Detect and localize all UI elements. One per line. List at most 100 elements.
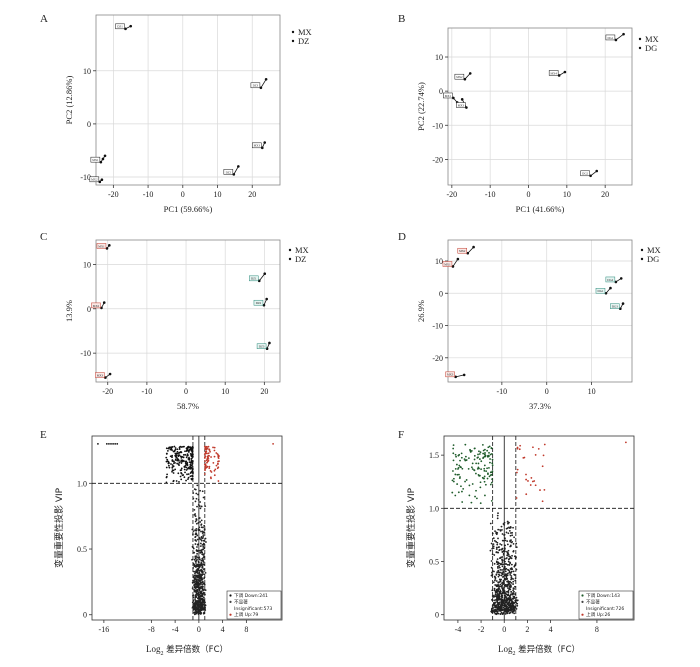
volcano-point [507, 610, 510, 613]
volcano-point [482, 449, 485, 452]
volcano-point [497, 512, 499, 515]
data-point [619, 307, 622, 311]
volcano-point [513, 587, 515, 590]
data-point [614, 38, 618, 42]
volcano-point [512, 580, 515, 583]
volcano-point [496, 571, 499, 574]
volcano-point [512, 592, 514, 595]
volcano-point [479, 486, 482, 489]
volcano-point [202, 539, 205, 542]
volcano-point [483, 453, 486, 456]
legend-dot [640, 248, 644, 252]
volcano-point [467, 457, 470, 460]
volcano-point [194, 529, 196, 532]
volcano-point [513, 565, 516, 568]
volcano-point [215, 464, 218, 467]
volcano-point [194, 608, 197, 611]
volcano-point [484, 494, 486, 497]
volcano-point [495, 548, 498, 551]
point-label-box [605, 276, 616, 283]
x-tick-label: -4 [172, 625, 179, 634]
volcano-point [539, 489, 541, 491]
volcano-point [184, 460, 187, 463]
volcano-point [171, 469, 174, 472]
volcano-point [513, 536, 516, 539]
volcano-point [202, 553, 205, 556]
legend-label: MX [645, 34, 659, 44]
y-tick-label: -10 [80, 173, 91, 182]
volcano-point [505, 585, 507, 588]
x-tick-label: 0 [545, 387, 549, 396]
volcano-point [205, 541, 207, 543]
volcano-point [493, 539, 496, 542]
volcano-point [491, 458, 494, 461]
volcano-point [177, 472, 180, 475]
volcano-point [171, 464, 174, 466]
legend-dot [291, 30, 295, 34]
volcano-point [496, 543, 499, 546]
point-label-text: DZ2 [256, 301, 262, 305]
volcano-point [490, 447, 493, 450]
volcano-point [502, 571, 505, 573]
volcano-point [202, 548, 205, 551]
volcano-point [199, 489, 202, 492]
volcano-point [194, 590, 197, 593]
y-axis-title: 变量重要性投影 VIP [405, 487, 417, 568]
volcano-point [195, 584, 197, 587]
volcano-point [482, 456, 485, 459]
point-label-text: DZ3 [259, 345, 265, 349]
volcano-point [501, 569, 503, 571]
volcano-point [497, 581, 500, 584]
volcano-point [191, 581, 194, 584]
point-label-box [445, 371, 455, 378]
volcano-point [473, 454, 476, 457]
volcano-point [512, 589, 515, 592]
volcano-point [491, 595, 494, 597]
x-tick-label: -20 [102, 387, 113, 396]
y-tick-label: 10 [435, 53, 443, 62]
y-tick-label: 0.5 [429, 558, 439, 567]
volcano-point [204, 465, 207, 468]
x-tick-label: 10 [588, 387, 596, 396]
volcano-point [495, 580, 498, 582]
volcano-point [202, 608, 205, 610]
volcano-point [174, 447, 177, 449]
volcano-point [500, 578, 502, 581]
volcano-point [492, 610, 495, 613]
volcano-point [182, 453, 185, 456]
volcano-point [178, 464, 180, 466]
volcano-point [191, 445, 194, 448]
volcano-point [201, 574, 203, 577]
volcano-point [195, 595, 197, 598]
volcano-point [201, 577, 203, 579]
volcano-point [460, 456, 463, 459]
volcano-point [194, 598, 197, 600]
volcano-point [187, 473, 190, 476]
volcano-point [507, 558, 510, 561]
data-point [563, 70, 567, 74]
plot-frame [443, 435, 635, 621]
volcano-point [497, 575, 500, 578]
x-tick-label: -20 [446, 190, 457, 199]
x-tick-label: -10 [142, 387, 153, 396]
volcano-point [459, 459, 461, 462]
volcano-point [537, 447, 540, 450]
volcano-point [500, 597, 503, 600]
volcano-point [477, 456, 479, 459]
volcano-point [199, 521, 202, 523]
point-label: MX4 [548, 70, 559, 76]
volcano-point [191, 475, 194, 478]
x-tick-label: 10 [214, 190, 222, 199]
point-label-text: DG2 [607, 278, 613, 282]
volcano-point [506, 527, 509, 530]
volcano-point [198, 558, 201, 561]
volcano-point [503, 599, 506, 602]
volcano-point [493, 587, 496, 590]
volcano-point [199, 501, 202, 503]
y-axis-title: PC2 (12.86%) [64, 76, 74, 125]
volcano-point [194, 520, 197, 523]
volcano-point [204, 608, 206, 610]
volcano-point [514, 564, 516, 567]
volcano-point [500, 525, 503, 528]
legend-label: DZ [298, 36, 309, 46]
